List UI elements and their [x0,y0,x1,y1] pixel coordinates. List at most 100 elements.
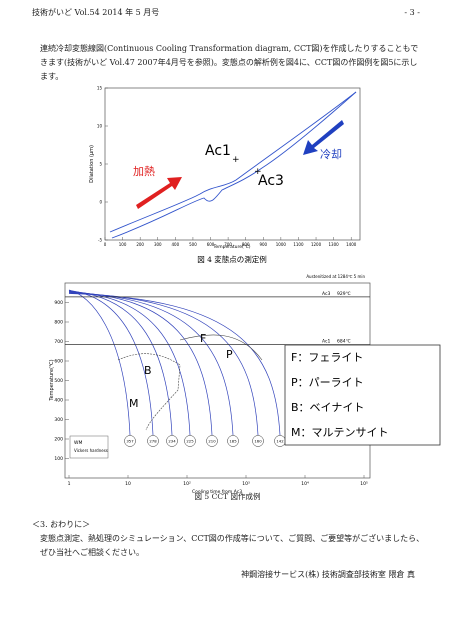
hardness-circle [227,435,239,447]
cross-ac1: + [232,155,240,165]
ac3-label: Ac3 [322,291,330,297]
cooling-curve [68,291,191,436]
header-right: - 3 - [404,8,420,17]
x-tick-label: 1000 [276,242,287,247]
hardness-key-text: Vickers hardness [74,448,108,453]
x-tick-label: 10 [125,481,131,487]
heating-arrow [136,177,182,209]
x-tick-label: 10³ [242,481,250,487]
x-tick-label: 1200 [311,242,322,247]
hardness-circle [252,435,264,447]
x-tick-label: 200 [136,242,144,247]
x-tick-label: 300 [154,242,162,247]
legend-box [284,344,441,446]
x-tick-label: 900 [259,242,267,247]
section-title: ＜3. おわりに＞ [32,520,91,529]
annotation-ac3: Ac3 [258,173,284,189]
hardness-value: 210 [208,439,216,444]
hardness-value: 160 [254,439,262,444]
hardness-value: 234 [168,439,176,444]
figure-caption: 図 4 変態点の測定例 [197,254,267,264]
annotation-heating: 加熱 [133,165,155,178]
figure-5: 357 278 234 225 210 185 160 142 F P B M WM Vick… [49,274,441,495]
region-m: M [129,397,139,410]
x-tick-label: 700 [224,242,232,247]
bainite-boundary [117,353,181,431]
x-axis-label: Temperature(℃) [212,244,250,250]
hardness-value: 357 [126,439,134,444]
x-tick-label: 500 [189,242,197,247]
signature: 神鋼溶接サービス(株) 技術調査部技術室 隈倉 真 [241,570,415,579]
y-tick-label: 15 [97,86,103,91]
legend-entry: F：フェライト [291,351,363,364]
ferrite-boundary [179,334,263,361]
x-tick-label: 10⁵ [360,481,368,487]
y-tick-label: 700 [54,339,63,345]
y-tick-label: 0 [99,200,102,205]
y-tick-label: -5 [98,238,102,243]
hardness-circle [166,435,178,447]
figure-caption: 図 5 CCT 図作成例 [194,492,261,501]
cooling-curve [111,91,357,239]
x-tick-label: 1400 [346,242,357,247]
x-tick-label: 10² [183,481,191,487]
section-body: 変態点測定、熱処理のシミュレーション、CCT図の作成等について、ご質問、ご要望等… [40,534,425,557]
header-left: 技術がいど Vol.54 2014 年 5 月号 [32,8,160,17]
cooling-curve [68,292,259,436]
y-tick-label: 100 [54,456,63,462]
x-axis-label: Cooling time from Ac3 [192,489,242,495]
x-tick-label: 10⁴ [301,481,309,487]
y-tick-label: 900 [54,300,63,306]
hardness-value: 278 [149,439,157,444]
x-tick-label: 1300 [329,242,340,247]
hardness-value: 185 [229,439,237,444]
y-tick-label: 800 [54,320,63,326]
x-tick-label: 800 [242,242,250,247]
y-axis-label: Dilatation (μm) [89,145,95,183]
y-axis-label: Temperature(℃) [49,359,55,401]
region-b: B [144,364,152,377]
annotation-ac1: Ac1 [205,143,231,159]
x-tick-label: 0 [104,242,107,247]
cooling-curve [68,289,131,436]
cross-ac3: + [254,167,262,177]
hardness-key-code: WM [74,440,82,446]
y-tick-label: 500 [54,378,63,384]
ac1-label: Ac1 [322,339,330,345]
heating-curve [109,91,357,233]
legend-entry: P：パーライト [291,376,364,389]
cooling-curve [68,293,281,436]
hardness-circle [206,435,218,447]
region-p: P [226,348,233,361]
hardness-circle [124,435,136,447]
condition-note: Austenitized at 1284℃ 5 min [306,274,365,279]
cooling-curve [68,290,173,436]
region-f: F [200,332,206,345]
intro-text: 連続冷却変態線図(Continuous Cooling Transformati… [40,44,419,81]
y-tick-label: 200 [54,437,63,443]
ac1-value-label: 684℃ [337,339,351,345]
cooling-arrow [303,120,344,155]
hardness-circle [147,435,159,447]
y-tick-label: 300 [54,417,63,423]
x-tick-label: 1 [68,481,71,487]
hardness-value: 225 [186,439,194,444]
x-tick-label: 1100 [293,242,304,247]
hardness-circle [184,435,196,447]
hardness-value: 142 [276,439,284,444]
cooling-curve [68,290,154,436]
annotation-cooling: 冷却 [320,148,342,161]
y-tick-label: 400 [54,398,63,404]
x-tick-label: 100 [119,242,127,247]
y-tick-label: 600 [54,359,63,365]
legend-entry: B：ベイナイト [291,401,364,414]
y-tick-label: 10 [97,124,103,129]
figure-4: + + Ac1 Ac3 加熱 冷却 Temperature(℃) Dilatat… [89,86,361,264]
legend-entry: M：マルテンサイト [291,426,389,439]
ac3-value-label: 929℃ [337,291,351,297]
y-tick-label: 5 [99,162,102,167]
x-tick-label: 400 [172,242,180,247]
hardness-key [69,435,109,459]
x-tick-label: 600 [207,242,215,247]
